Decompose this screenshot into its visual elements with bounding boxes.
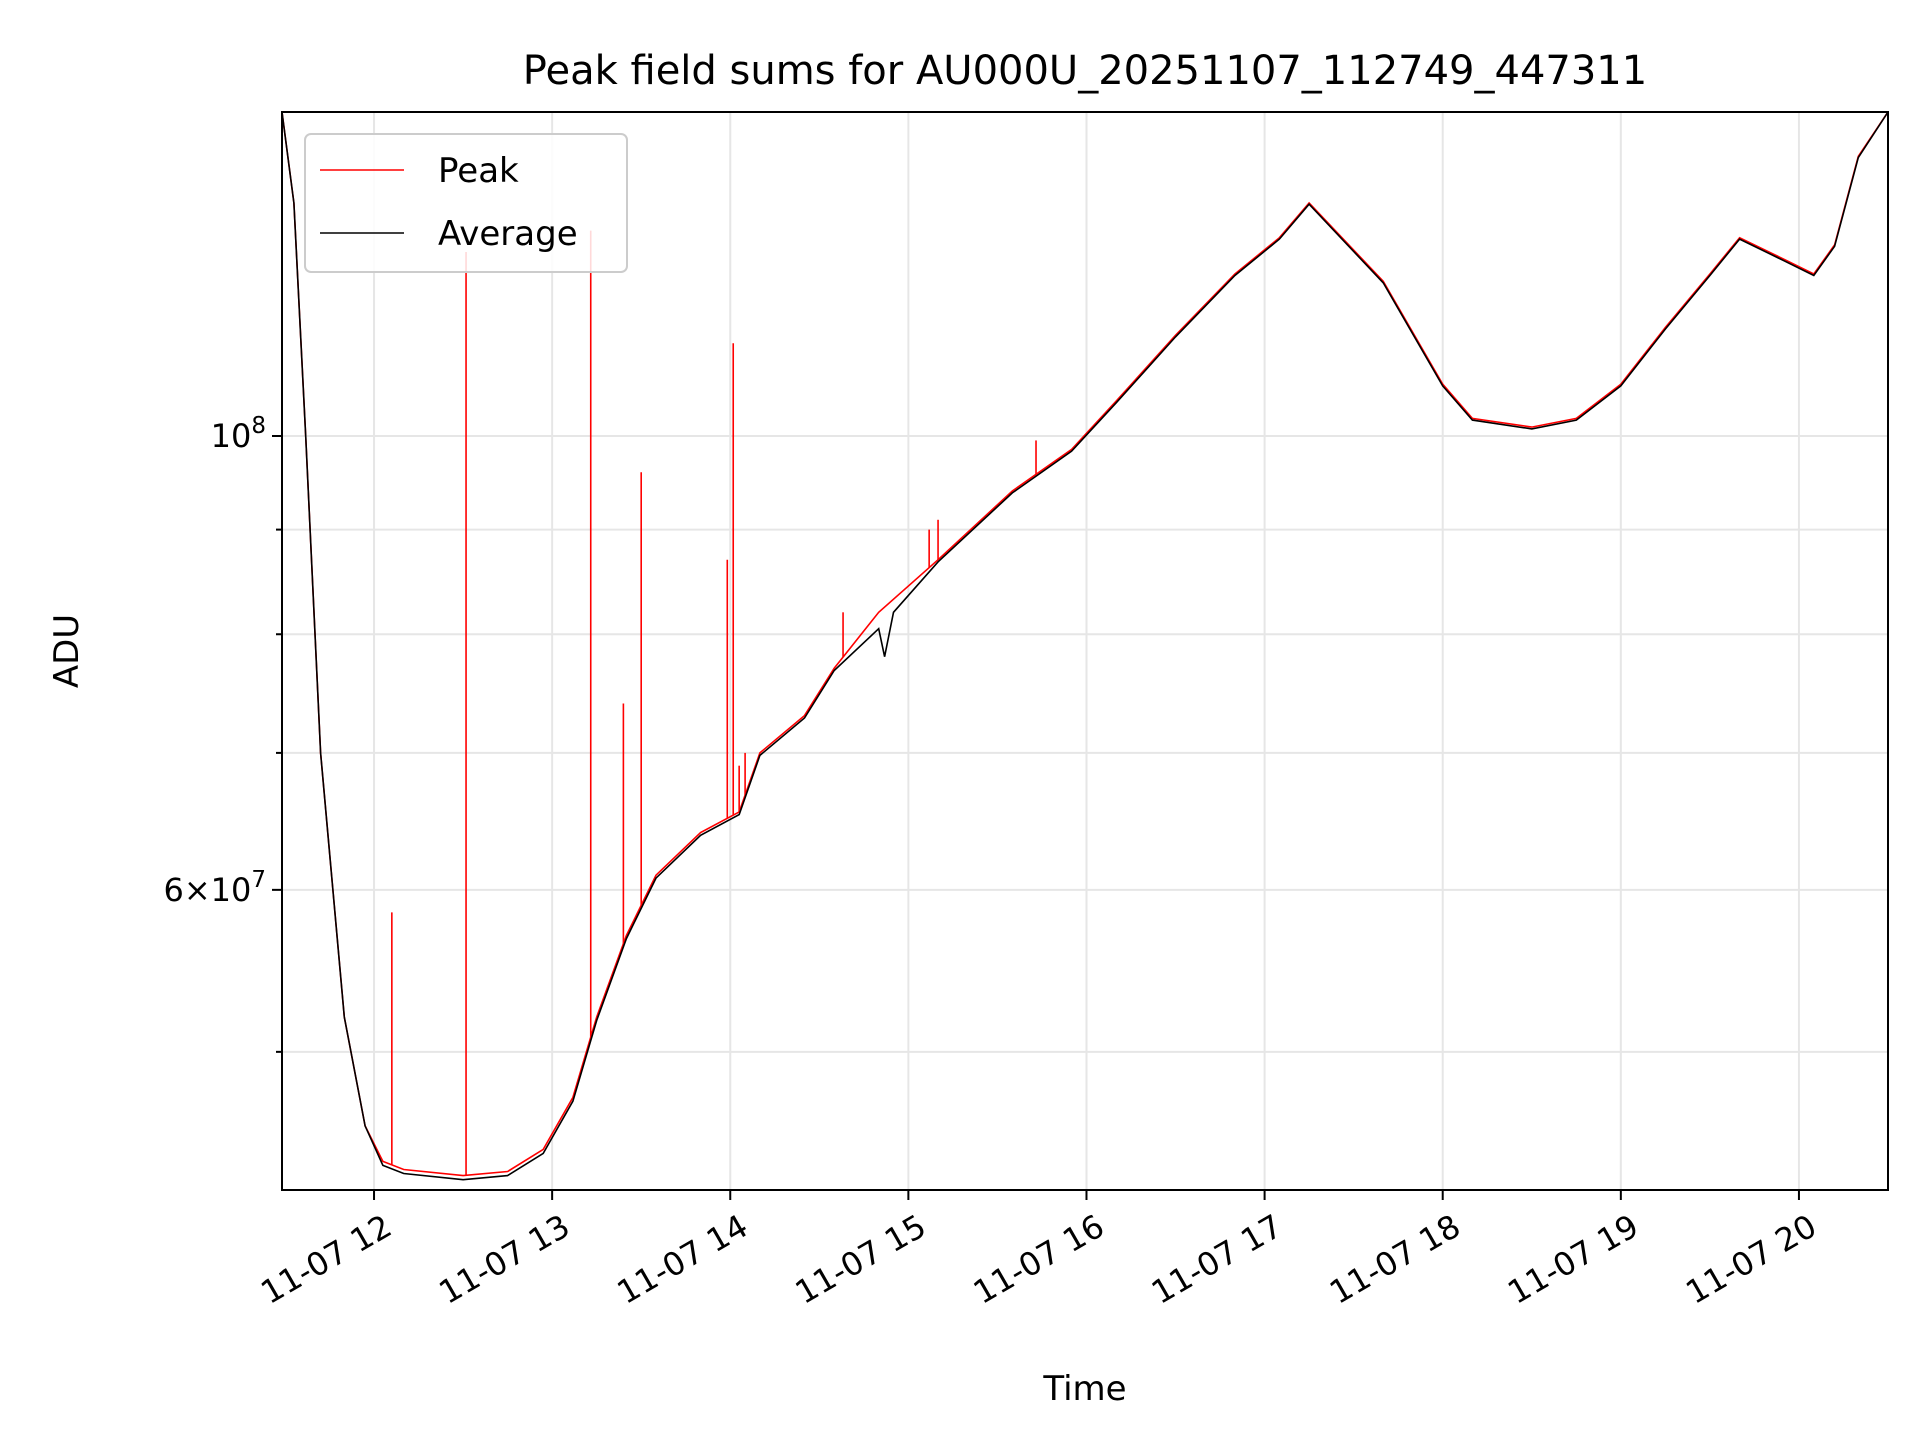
y-tick-exponent: 7	[251, 867, 266, 893]
series-average-line	[281, 111, 1889, 1181]
x-tick-label: 11-07 18	[1323, 1207, 1467, 1312]
y-axis-label: ADU	[47, 614, 87, 688]
legend-average-label: Average	[438, 214, 578, 254]
x-tick-label: 11-07 14	[611, 1207, 755, 1312]
x-tick-label: 11-07 20	[1679, 1207, 1823, 1312]
x-tick-label: 11-07 17	[1145, 1207, 1289, 1312]
x-axis-label: Time	[1042, 1369, 1126, 1409]
axis-ticks: 11-07 12 11-07 13 11-07 14 11-07 15 11-07 16…	[163, 413, 1822, 1312]
grid-lines	[282, 112, 1888, 1190]
x-tick-label: 11-07 16	[967, 1207, 1111, 1312]
y-tick-times: ×	[184, 871, 211, 909]
y-tick-exponent: 8	[251, 413, 266, 439]
y-tick-label: 6×107	[163, 867, 266, 909]
x-tick-label: 11-07 13	[433, 1207, 577, 1312]
plot-frame	[281, 111, 1889, 1191]
x-tick-label: 11-07 15	[789, 1207, 933, 1312]
legend: Peak Average	[304, 133, 628, 273]
x-tick-label: 11-07 19	[1501, 1207, 1645, 1312]
y-tick-base: 10	[211, 417, 252, 455]
y-tick-label: 108	[211, 413, 266, 455]
legend-box	[304, 133, 628, 273]
chart-title: Peak field sums for AU000U_20251107_1127…	[523, 48, 1647, 94]
y-tick-base: 10	[211, 871, 252, 909]
y-tick-mantissa: 6	[163, 871, 183, 909]
series-layer	[281, 111, 1889, 1181]
legend-peak-label: Peak	[438, 151, 519, 191]
x-tick-label: 11-07 12	[254, 1207, 398, 1312]
